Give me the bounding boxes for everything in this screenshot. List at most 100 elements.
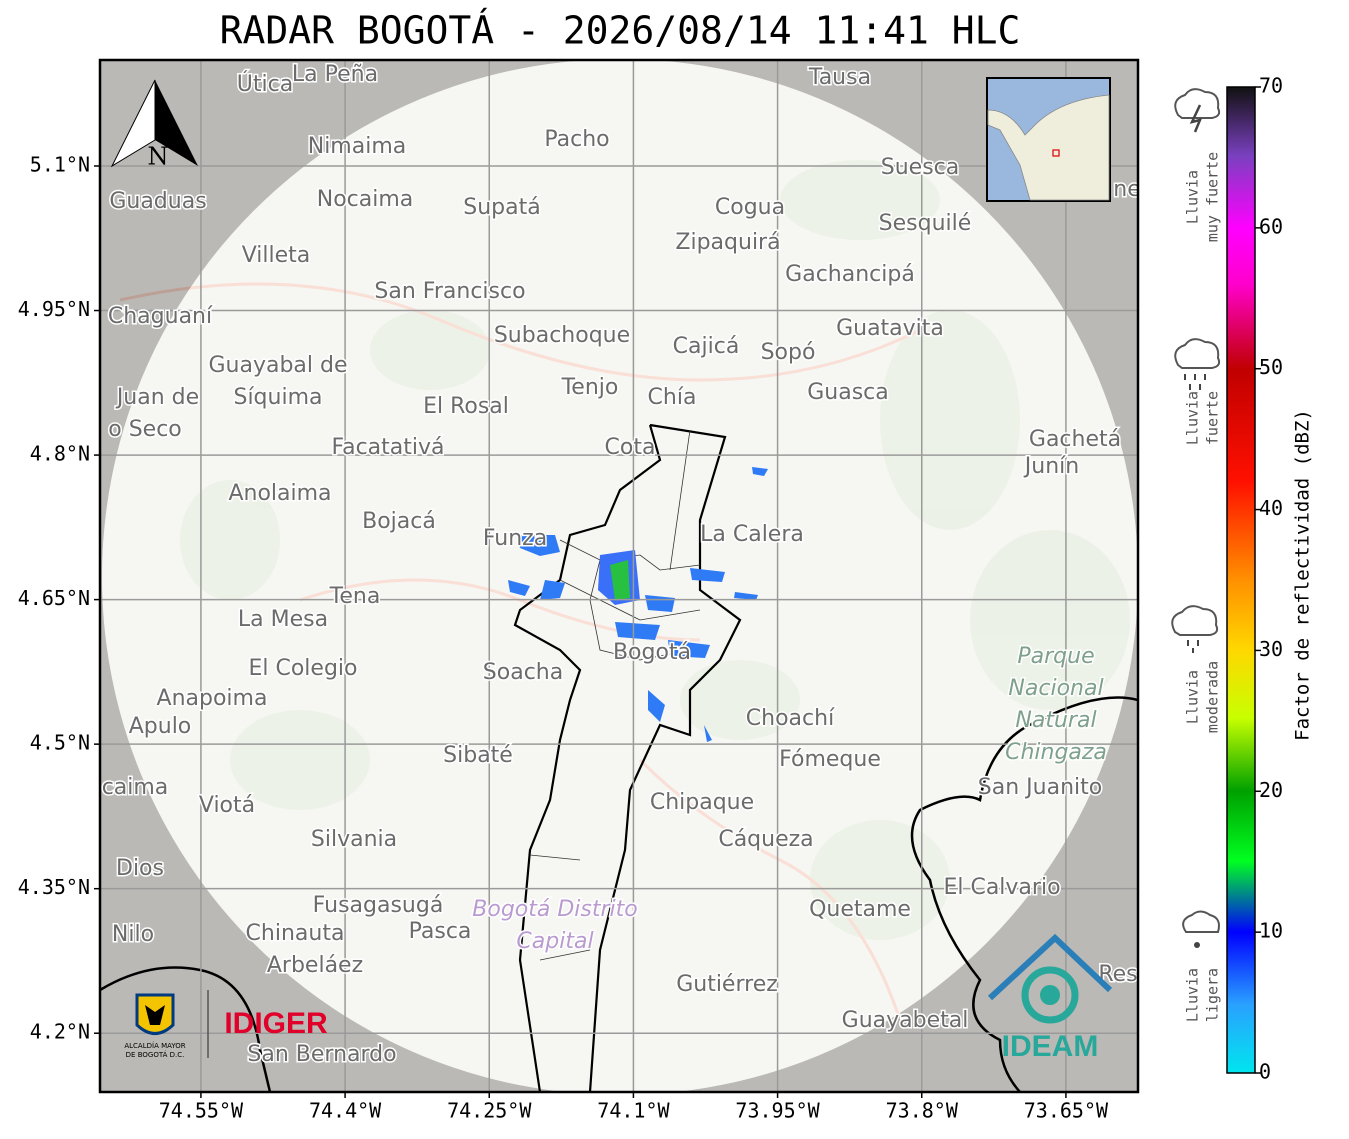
place-label: Pacho — [544, 127, 609, 152]
place-label: Pasca — [409, 919, 472, 944]
legend-label: moderada — [1204, 661, 1222, 733]
park-label: Parque — [1017, 644, 1094, 669]
place-label: Guaduas — [109, 189, 206, 214]
park-label: Nacional — [1008, 676, 1103, 701]
north-arrow: N — [110, 79, 198, 171]
place-label: Anapoima — [157, 686, 268, 711]
place-label: Chía — [648, 385, 697, 410]
legend-icons — [1171, 88, 1221, 948]
alcaldia-logo: ALCALDÍA MAYOR DE BOGOTÁ D.C. IDIGER — [124, 990, 328, 1059]
park-label: Chingaza — [1005, 740, 1107, 765]
place-label: Sibaté — [443, 743, 513, 768]
x-tick-label: 74.4°W — [309, 1099, 382, 1123]
place-label: Facatativá — [331, 435, 444, 460]
place-label: Junín — [1023, 454, 1079, 479]
park-label: Natural — [1015, 708, 1096, 733]
alcaldia-text: DE BOGOTÁ D.C. — [126, 1050, 185, 1059]
place-label: Apulo — [129, 714, 192, 739]
legend-label: Lluvia — [1184, 968, 1202, 1022]
y-tick-label: 5.1°N — [30, 152, 90, 176]
place-label: San Bernardo — [247, 1042, 396, 1067]
place-label: Nocaima — [317, 187, 414, 212]
place-label: Sopó — [761, 340, 816, 365]
y-tick-label: 4.65°N — [18, 586, 90, 610]
place-label: Quetame — [809, 897, 911, 922]
place-label: Tausa — [808, 65, 871, 90]
place-label: Anolaima — [228, 481, 331, 506]
place-label: Subachoque — [494, 323, 630, 348]
place-label: Cogua — [715, 195, 785, 220]
legend-label: Lluvia — [1184, 170, 1202, 224]
x-tick-label: 73.95°W — [735, 1099, 820, 1123]
district-label: Bogotá Distrito — [472, 897, 637, 922]
place-label: Útica — [237, 71, 293, 97]
place-label: Juan de — [115, 385, 199, 410]
place-label: El Rosal — [423, 394, 509, 419]
colorbar-tick-label: 20 — [1259, 778, 1283, 802]
colorbar — [1226, 86, 1256, 1074]
place-label: Gachancipá — [785, 262, 915, 287]
place-label: Fusagasugá — [313, 893, 444, 918]
inset-map — [986, 77, 1111, 202]
x-tick-label: 74.25°W — [447, 1099, 532, 1123]
place-label: Sesquilé — [879, 211, 972, 236]
y-tick-label: 4.8°N — [30, 442, 90, 466]
place-label: Soacha — [483, 660, 563, 685]
place-label: Guayabetal — [842, 1008, 969, 1033]
place-label: Villeta — [242, 243, 311, 268]
place-label: Guayabal de — [208, 353, 347, 378]
place-label: Cota — [605, 435, 656, 460]
place-label: o Seco — [108, 417, 182, 442]
place-label: Tenjo — [561, 375, 619, 400]
place-label: Viotá — [199, 793, 255, 818]
place-label: Zipaquirá — [675, 230, 780, 255]
place-label: El Calvario — [943, 875, 1060, 900]
place-label: Chinauta — [246, 921, 345, 946]
alcaldia-text: ALCALDÍA MAYOR — [124, 1041, 185, 1050]
place-label: El Colegio — [248, 656, 357, 681]
place-label: Chipaque — [650, 790, 754, 815]
colorbar-tick-label: 30 — [1259, 637, 1283, 661]
place-label: Bojacá — [362, 509, 436, 534]
map-frame — [98, 58, 1140, 1094]
y-tick-label: 4.95°N — [18, 297, 90, 321]
place-label: San Juanito — [978, 775, 1102, 800]
x-tick-label: 74.55°W — [159, 1099, 244, 1123]
place-label: Nilo — [112, 922, 154, 947]
place-label: Arbeláez — [267, 953, 363, 978]
place-label: caima — [102, 775, 169, 800]
place-label: Suesca — [881, 155, 959, 180]
x-tick-label: 73.65°W — [1024, 1099, 1109, 1123]
place-label: Choachí — [746, 706, 835, 731]
ideam-text: IDEAM — [1002, 1030, 1099, 1063]
colorbar-tick-label: 10 — [1259, 919, 1283, 943]
colorbar-tick-label: 40 — [1259, 496, 1283, 520]
place-label: Cajicá — [673, 334, 740, 359]
colorbar-tick-label: 50 — [1259, 355, 1283, 379]
place-label: Síquima — [233, 385, 322, 410]
place-label: Guasca — [807, 380, 889, 405]
place-label: La Peña — [292, 62, 378, 87]
place-label: Dios — [116, 856, 164, 881]
colorbar-tick-label: 0 — [1259, 1060, 1271, 1084]
place-label: Chaguaní — [108, 304, 213, 329]
district-label: Capital — [516, 929, 593, 954]
legend-label: fuerte — [1204, 391, 1222, 445]
place-label: Res — [1098, 962, 1137, 987]
place-label: ne — [1113, 177, 1140, 202]
place-label: Gutiérrez — [676, 972, 778, 997]
colorbar-tick-label: 60 — [1259, 214, 1283, 238]
title: RADAR BOGOTÁ - 2026/08/14 11:41 HLC — [220, 9, 1021, 53]
place-label: Silvania — [311, 827, 397, 852]
place-label: Funza — [483, 526, 547, 551]
radar-echoes — [508, 467, 768, 742]
place-label: Tena — [329, 584, 381, 609]
place-label: Bogotá — [613, 640, 691, 665]
place-label: La Calera — [700, 522, 804, 547]
place-label: La Mesa — [238, 607, 328, 632]
place-label: Supatá — [463, 195, 540, 220]
colorbar-label: Factor de reflectividad (dBZ) — [1292, 409, 1314, 741]
x-tick-label: 73.8°W — [886, 1099, 959, 1123]
